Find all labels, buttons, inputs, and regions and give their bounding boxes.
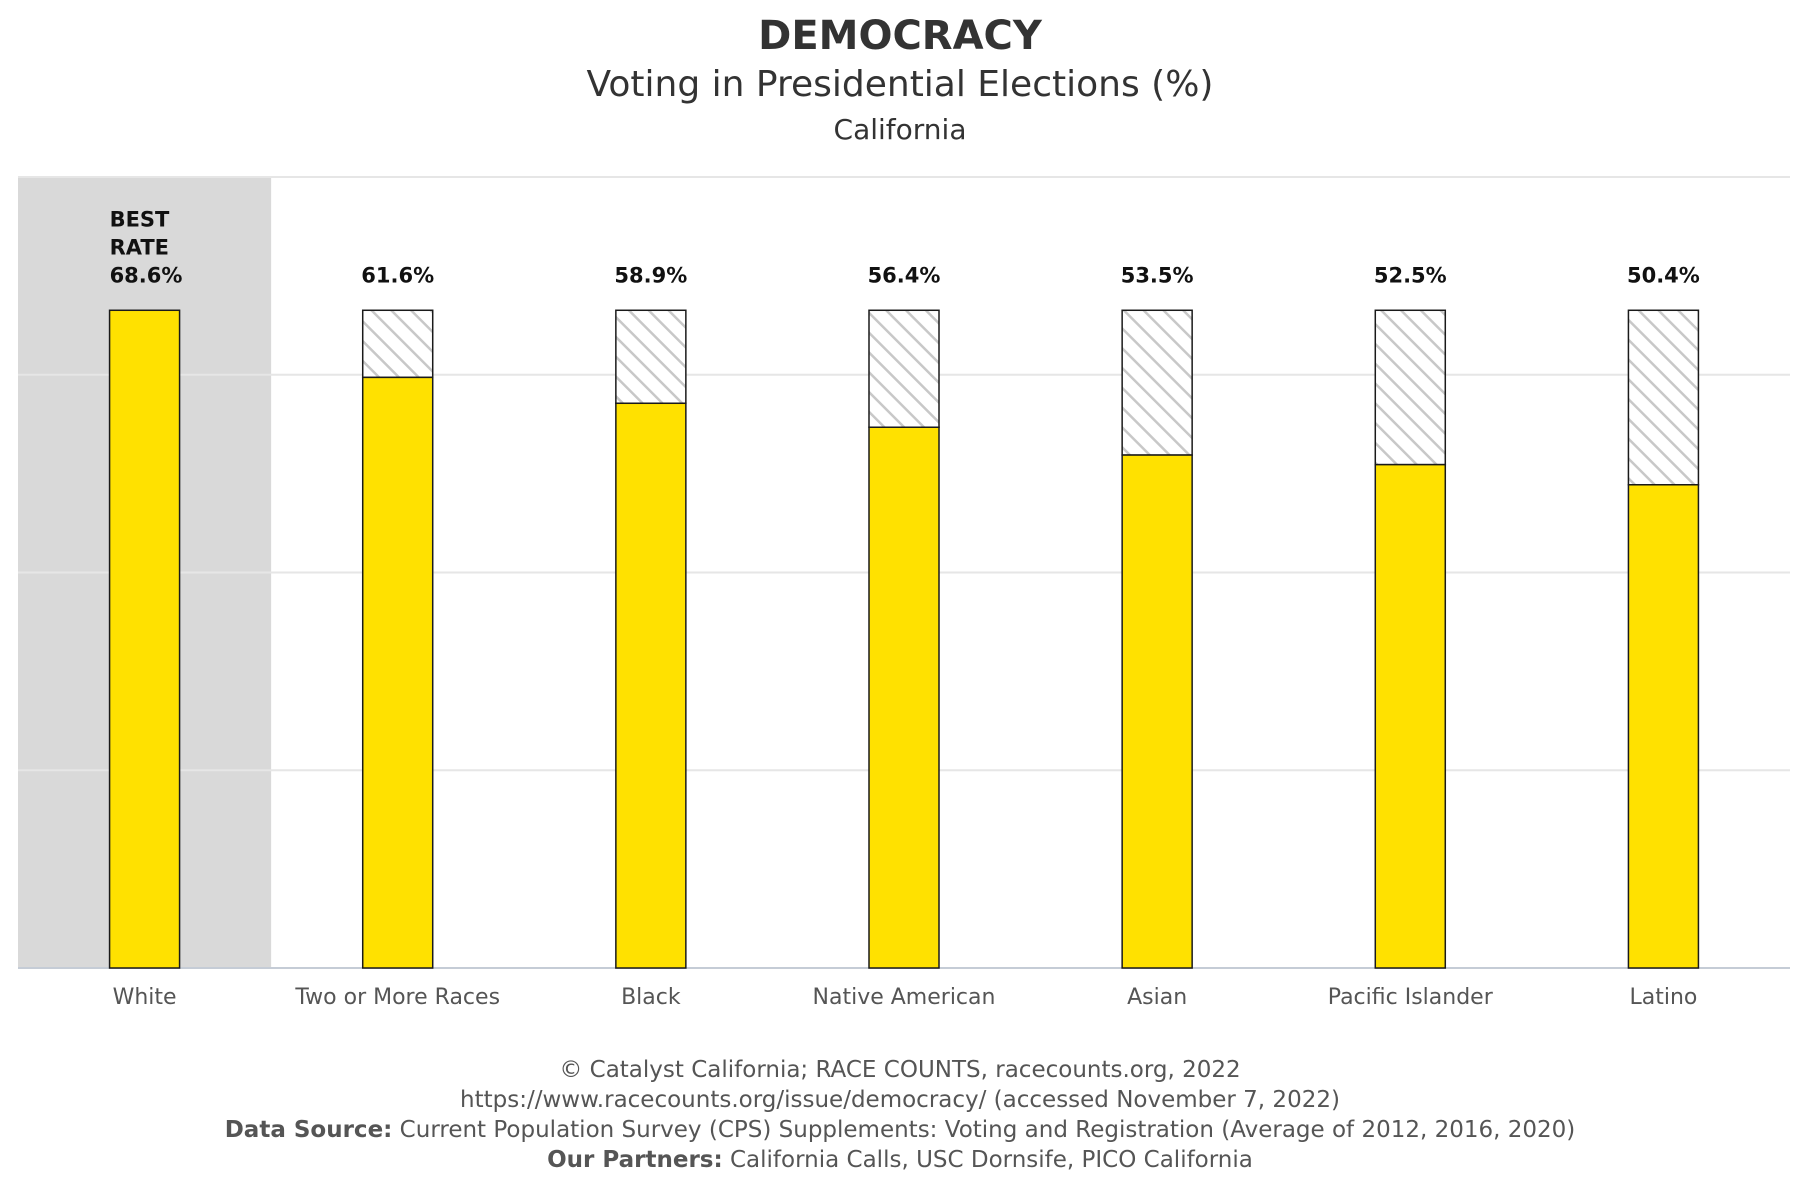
- bar: [1121, 454, 1193, 969]
- bar-value-label: 50.4%: [1627, 263, 1700, 287]
- bar: [361, 376, 434, 969]
- bar-value-label: 53.5%: [1121, 263, 1194, 287]
- bar-value-label: 56.4%: [868, 263, 941, 287]
- data-source-label: Data Source:: [224, 1117, 393, 1143]
- footer-copyright: © Catalyst California; RACE COUNTS, race…: [559, 1057, 1241, 1083]
- bar-value-label: 61.6%: [361, 263, 434, 287]
- gap-to-best-bar: [868, 309, 940, 428]
- x-tick-label: Asian: [1127, 985, 1187, 1010]
- title-block: DEMOCRACY Voting in Presidential Electio…: [0, 12, 1800, 148]
- bar: [108, 309, 181, 969]
- bar-value-label: 68.6%: [110, 263, 183, 287]
- footer-partners: Our Partners: California Calls, USC Dorn…: [0, 1145, 1800, 1175]
- x-tick-label: Latino: [1629, 985, 1697, 1010]
- gap-to-best-bar: [361, 309, 434, 379]
- gap-to-best-bar: [615, 309, 687, 405]
- partners-text: California Calls, USC Dornsife, PICO Cal…: [722, 1147, 1253, 1173]
- footer-data-source: Data Source: Current Population Survey (…: [0, 1115, 1800, 1145]
- x-tick-label: Native American: [813, 985, 996, 1010]
- bar: [1627, 484, 1700, 969]
- x-tick-label: White: [113, 985, 177, 1010]
- bar-value-label: 52.5%: [1374, 263, 1447, 287]
- bar: [1374, 463, 1447, 969]
- bar: [868, 426, 940, 969]
- chart-title: DEMOCRACY: [758, 13, 1042, 59]
- gap-to-best-bar: [1374, 309, 1447, 466]
- best-rate-label: BEST: [110, 207, 170, 231]
- gap-to-best-bar: [1627, 309, 1700, 486]
- bar: [615, 402, 687, 969]
- bar-value-label: 58.9%: [614, 263, 687, 287]
- footer-url: https://www.racecounts.org/issue/democra…: [460, 1087, 1340, 1113]
- chart-region: California: [833, 113, 967, 146]
- best-rate-label: RATE: [110, 235, 169, 259]
- chart-subtitle: Voting in Presidential Elections (%): [586, 64, 1214, 105]
- x-tick-label: Two or More Races: [294, 985, 500, 1010]
- data-source-text: Current Population Survey (CPS) Suppleme…: [392, 1117, 1576, 1143]
- partners-label: Our Partners:: [547, 1147, 723, 1173]
- x-tick-label: Black: [621, 985, 681, 1010]
- footer: © Catalyst California; RACE COUNTS, race…: [0, 1055, 1800, 1175]
- gap-to-best-bar: [1121, 309, 1193, 456]
- x-tick-label: Pacific Islander: [1328, 985, 1494, 1010]
